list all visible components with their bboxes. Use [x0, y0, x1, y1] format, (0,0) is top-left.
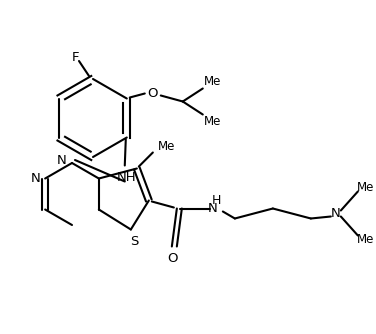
Text: N: N — [57, 154, 67, 167]
Text: S: S — [130, 235, 138, 248]
Text: O: O — [147, 87, 158, 100]
Text: Me: Me — [158, 140, 176, 153]
Text: H: H — [212, 194, 221, 207]
Text: Me: Me — [204, 75, 221, 88]
Text: N: N — [30, 172, 40, 185]
Text: Me: Me — [357, 233, 374, 246]
Text: N: N — [331, 207, 341, 220]
Text: O: O — [168, 252, 178, 265]
Text: N: N — [208, 202, 218, 215]
Text: Me: Me — [357, 181, 374, 194]
Text: Me: Me — [204, 115, 221, 128]
Text: F: F — [71, 50, 79, 63]
Text: NH: NH — [117, 171, 136, 184]
